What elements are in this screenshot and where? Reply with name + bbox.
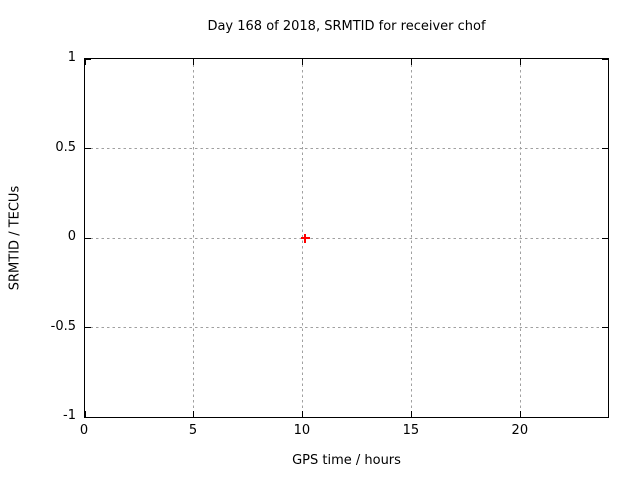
- y-tick-label: -1: [63, 408, 76, 423]
- y-tick-mark: [85, 237, 91, 239]
- gridline-horizontal: [85, 327, 608, 328]
- chart-title: Day 168 of 2018, SRMTID for receiver cho…: [207, 19, 486, 34]
- x-axis-label: GPS time / hours: [292, 453, 401, 468]
- x-tick-mark: [411, 59, 413, 65]
- x-tick-label: 20: [511, 423, 529, 438]
- gridline-horizontal: [85, 148, 608, 149]
- x-tick-mark: [84, 59, 86, 65]
- x-tick-mark: [520, 59, 522, 65]
- y-tick-mark: [85, 416, 91, 418]
- x-tick-mark: [84, 411, 86, 417]
- x-tick-mark: [520, 411, 522, 417]
- marker-bar: [304, 233, 307, 243]
- data-point-marker: [300, 233, 310, 243]
- x-tick-mark: [193, 59, 195, 65]
- y-tick-mark: [602, 416, 608, 418]
- x-tick-label: 0: [79, 423, 89, 438]
- y-tick-label: 1: [67, 50, 76, 65]
- y-tick-mark: [602, 327, 608, 328]
- x-tick-label: 15: [402, 423, 420, 438]
- x-tick-mark: [411, 411, 413, 417]
- y-tick-label: 0.5: [55, 139, 76, 155]
- gridline-horizontal: [85, 237, 608, 239]
- x-tick-mark: [193, 411, 195, 417]
- x-tick-mark: [302, 411, 304, 417]
- y-tick-mark: [85, 58, 91, 60]
- plot-area: [84, 58, 609, 418]
- y-tick-label: -0.5: [50, 318, 76, 334]
- y-tick-mark: [85, 148, 91, 149]
- x-tick-mark: [302, 59, 304, 65]
- y-tick-mark: [602, 237, 608, 239]
- y-tick-mark: [85, 327, 91, 328]
- y-tick-mark: [602, 58, 608, 60]
- y-tick-mark: [602, 148, 608, 149]
- y-tick-label: 0: [67, 229, 76, 244]
- x-tick-label: 5: [188, 423, 198, 438]
- x-tick-label: 10: [293, 423, 311, 438]
